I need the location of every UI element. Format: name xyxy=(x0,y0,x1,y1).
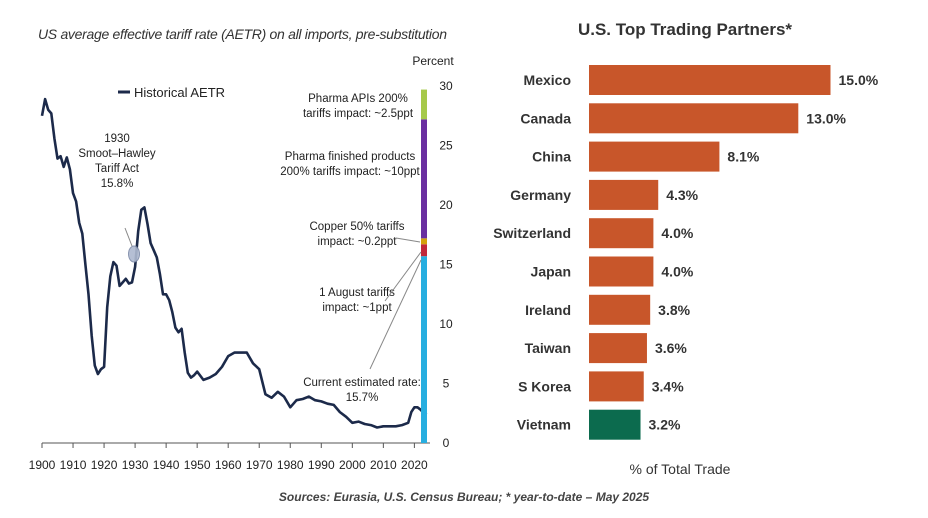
y-tick-label: 0 xyxy=(443,436,450,450)
bar-ireland xyxy=(589,294,651,325)
pharma-finished-annotation: 200% tariffs impact: ~10ppt xyxy=(280,166,420,178)
stacked-bar-august xyxy=(421,244,427,257)
x-tick-label: 1930 xyxy=(122,458,149,472)
smoot-hawley-leader xyxy=(124,227,133,247)
bar-switzerland xyxy=(589,218,654,249)
bar-germany xyxy=(589,179,659,210)
copper-annotation: Copper 50% tariffs xyxy=(309,221,404,233)
x-tick-label: 1950 xyxy=(184,458,211,472)
x-tick-label: 1940 xyxy=(153,458,180,472)
y-tick-label: 5 xyxy=(443,377,450,391)
pharma-api-annotation: tariffs impact: ~2.5ppt xyxy=(303,108,414,120)
y-axis-label: Percent xyxy=(412,54,454,68)
smoot-hawley-annotation: 15.8% xyxy=(101,178,134,190)
pharma-finished-annotation: Pharma finished products xyxy=(285,151,416,163)
august-annotation: impact: ~1ppt xyxy=(322,302,392,314)
x-axis-title: % of Total Trade xyxy=(630,461,731,477)
category-label: Ireland xyxy=(525,302,571,318)
stacked-bar-pharma_finished xyxy=(421,119,427,239)
category-label: Mexico xyxy=(524,72,571,88)
category-label: Vietnam xyxy=(517,417,571,433)
bar-value-label: 13.0% xyxy=(806,110,846,126)
category-label: Switzerland xyxy=(493,225,571,241)
y-tick-label: 25 xyxy=(439,139,453,153)
category-label: China xyxy=(532,149,571,165)
current-rate-annotation: 15.7% xyxy=(346,392,379,404)
bar-value-label: 8.1% xyxy=(727,149,759,165)
bar-value-label: 15.0% xyxy=(839,72,879,88)
tariff-chart-title: US average effective tariff rate (AETR) … xyxy=(38,26,447,42)
x-tick-label: 1960 xyxy=(215,458,242,472)
bar-value-label: 4.0% xyxy=(661,225,693,241)
trading-partners-title: U.S. Top Trading Partners* xyxy=(577,20,793,39)
stacked-bar-current xyxy=(421,256,427,443)
august-annotation: 1 August tariffs xyxy=(319,287,395,299)
x-tick-label: 2020 xyxy=(401,458,428,472)
copper-annotation: impact: ~0.2ppt xyxy=(318,236,398,248)
bar-value-label: 3.2% xyxy=(649,417,681,433)
category-label: S Korea xyxy=(518,378,571,394)
bar-china xyxy=(589,141,720,172)
x-tick-label: 1900 xyxy=(29,458,56,472)
x-tick-label: 1980 xyxy=(277,458,304,472)
smoot-hawley-marker xyxy=(128,245,140,263)
august-leader xyxy=(384,251,422,302)
x-tick-label: 2010 xyxy=(370,458,397,472)
bar-value-label: 4.3% xyxy=(666,187,698,203)
y-tick-label: 30 xyxy=(439,79,453,93)
current-rate-leader xyxy=(369,259,422,370)
x-tick-label: 1910 xyxy=(60,458,87,472)
bar-mexico xyxy=(589,65,831,95)
sources-note: Sources: Eurasia, U.S. Census Bureau; * … xyxy=(278,490,650,504)
bar-value-label: 3.8% xyxy=(658,302,690,318)
bar-japan xyxy=(589,256,654,287)
x-tick-label: 2000 xyxy=(339,458,366,472)
stacked-bar-copper xyxy=(421,238,427,245)
x-tick-label: 1970 xyxy=(246,458,273,472)
category-label: Japan xyxy=(531,264,571,280)
bar-taiwan xyxy=(589,333,647,364)
bar-value-label: 3.4% xyxy=(652,378,684,394)
category-label: Canada xyxy=(520,110,571,126)
stacked-bar-pharma_api xyxy=(421,89,427,120)
smoot-hawley-annotation: Tariff Act xyxy=(95,163,140,175)
legend-label: Historical AETR xyxy=(134,85,225,100)
bar-canada xyxy=(589,103,799,134)
smoot-hawley-annotation: 1930 xyxy=(104,133,130,145)
bar-s-korea xyxy=(589,371,644,402)
category-label: Germany xyxy=(510,187,571,203)
x-tick-label: 1920 xyxy=(91,458,118,472)
y-tick-label: 10 xyxy=(439,317,453,331)
bar-value-label: 4.0% xyxy=(661,264,693,280)
category-label: Taiwan xyxy=(525,340,571,356)
smoot-hawley-annotation: Smoot–Hawley xyxy=(78,148,156,160)
bar-value-label: 3.6% xyxy=(655,340,687,356)
y-tick-label: 20 xyxy=(439,198,453,212)
current-rate-annotation: Current estimated rate: xyxy=(303,377,421,389)
copper-leader xyxy=(395,237,421,243)
x-tick-label: 1990 xyxy=(308,458,335,472)
y-tick-label: 15 xyxy=(439,258,453,272)
bar-vietnam xyxy=(589,409,641,440)
pharma-api-annotation: Pharma APIs 200% xyxy=(308,93,408,105)
aetr-line xyxy=(40,97,428,429)
